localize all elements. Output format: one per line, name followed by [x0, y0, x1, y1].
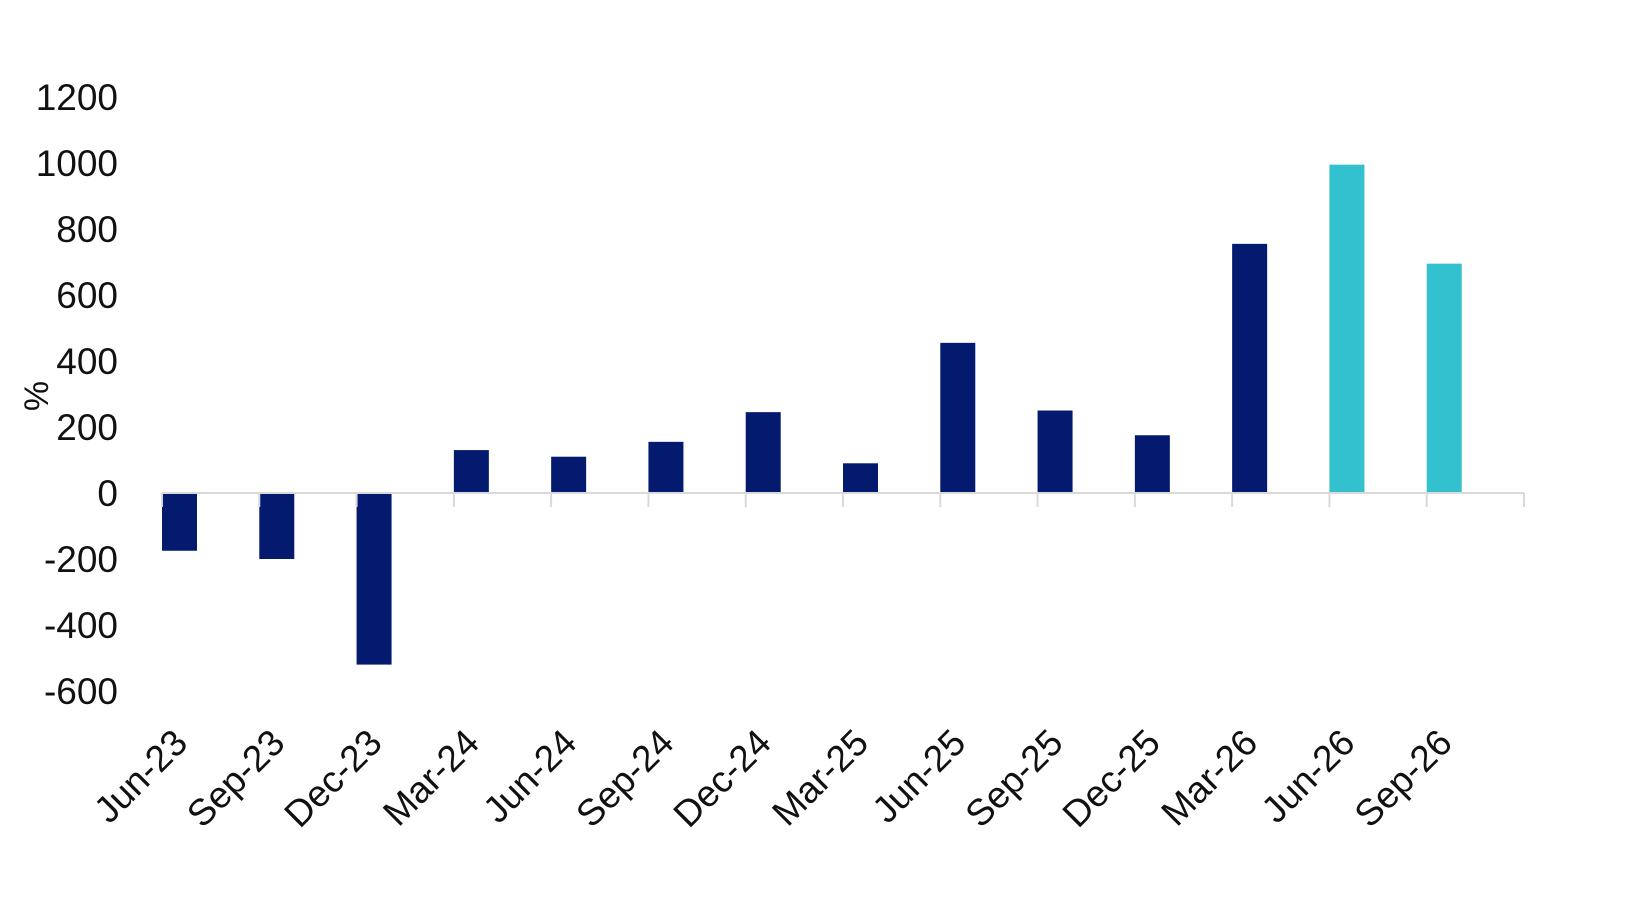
y-tick-label: 200	[56, 407, 118, 448]
bar-sep-23	[259, 493, 295, 559]
bar-mar-24	[453, 450, 489, 493]
bar-sep-25	[1037, 410, 1073, 493]
bar-mar-26	[1232, 243, 1268, 493]
x-tick-label: Jun-25	[864, 722, 973, 831]
x-tick-label: Sep-26	[1347, 722, 1460, 835]
x-tick-label: Dec-25	[1055, 722, 1168, 835]
x-tick-label: Sep-24	[568, 722, 681, 835]
x-tick-label: Sep-25	[957, 722, 1070, 835]
x-tick-label: Mar-26	[1153, 722, 1265, 834]
x-tick-label: Dec-24	[666, 722, 779, 835]
y-tick-label: 1000	[36, 143, 118, 184]
y-axis-ticks: 1200 1000 800 600 400 200 0 -200 -400 -600	[36, 77, 118, 712]
bar-dec-25	[1134, 435, 1170, 493]
y-tick-label: -400	[44, 605, 118, 646]
x-axis-labels: Jun-23Sep-23Dec-23Mar-24Jun-24Sep-24Dec-…	[86, 722, 1460, 835]
bars	[162, 164, 1462, 665]
x-axis	[161, 492, 1525, 507]
y-tick-label: 800	[56, 209, 118, 250]
x-tick-label: Jun-23	[86, 722, 195, 831]
y-axis-title: %	[18, 381, 56, 411]
y-tick-label: 0	[97, 473, 118, 514]
x-tick-label: Dec-23	[276, 722, 389, 835]
y-tick-label: 1200	[36, 77, 118, 118]
y-tick-label: 600	[56, 275, 118, 316]
x-tick-label: Jun-24	[475, 722, 584, 831]
x-tick-label: Jun-26	[1254, 722, 1363, 831]
y-tick-label: -600	[44, 671, 118, 712]
x-tick-label: Mar-25	[764, 722, 876, 834]
bar-mar-25	[843, 463, 878, 493]
bar-jun-26	[1329, 164, 1365, 493]
bar-jun-23	[162, 493, 197, 551]
bar-dec-23	[356, 493, 392, 665]
bar-jun-25	[940, 342, 976, 493]
bar-jun-24	[551, 456, 587, 493]
bar-sep-24	[648, 441, 684, 493]
x-tick-label: Mar-24	[375, 722, 487, 834]
bar-dec-24	[745, 412, 781, 493]
bar-sep-26	[1426, 263, 1462, 493]
x-tick-label: Sep-23	[179, 722, 292, 835]
y-tick-label: -200	[44, 539, 118, 580]
y-tick-label: 400	[56, 341, 118, 382]
